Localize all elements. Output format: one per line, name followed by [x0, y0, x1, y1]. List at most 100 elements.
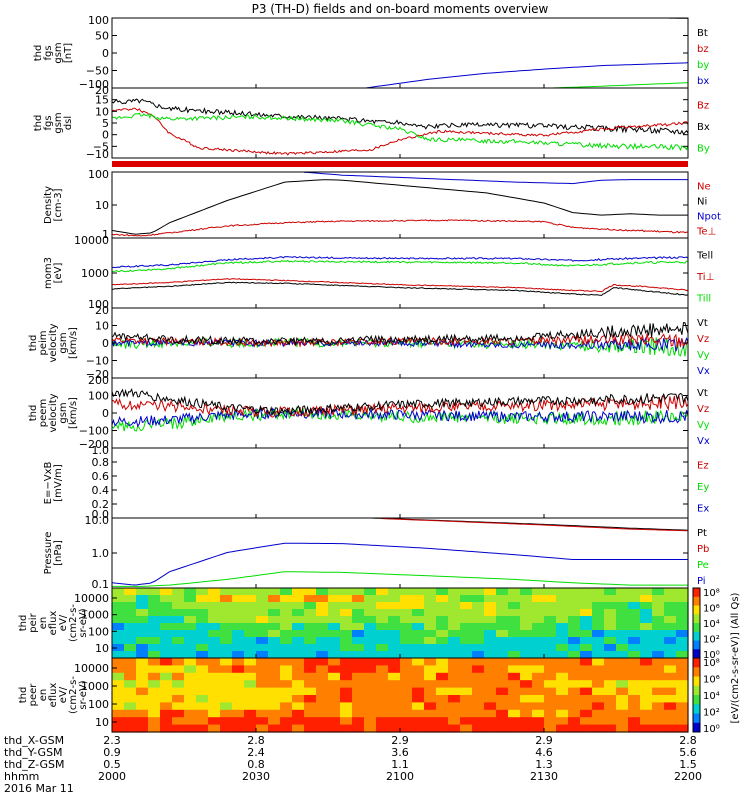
- spectrogram-cell: [316, 695, 329, 703]
- legend-Te⊥: Te⊥: [696, 227, 716, 238]
- spectrogram-cell: [232, 637, 245, 645]
- spectrogram-cell: [172, 602, 185, 610]
- spectrogram-cell: [472, 630, 485, 638]
- spectrogram-cell: [448, 665, 461, 674]
- spectrogram-cell: [148, 602, 161, 610]
- spectrogram-cell: [592, 717, 605, 726]
- spectrogram-cell: [568, 658, 581, 666]
- series-Vt: [111, 322, 689, 346]
- series-Vz: [111, 332, 689, 348]
- spectrogram-cell: [256, 616, 269, 624]
- spectrogram-cell: [664, 644, 677, 652]
- spectrogram-cell: [364, 630, 377, 638]
- spectrogram-cell: [196, 588, 209, 596]
- y-axis-label-line: Density: [43, 186, 54, 224]
- spectrogram-cell: [676, 616, 689, 624]
- spectrogram-cell: [364, 644, 377, 652]
- colorbar-tick-label: 10⁰: [703, 650, 720, 661]
- spectrogram-cell: [412, 709, 425, 718]
- spectrogram-cell: [376, 637, 389, 645]
- spectrogram-cell: [316, 609, 329, 617]
- spectrogram-cell: [172, 623, 185, 631]
- spectrogram-cell: [136, 680, 149, 689]
- y-axis-label-line: thd: [18, 687, 29, 704]
- y-tick-label: 0.2: [92, 498, 110, 511]
- x-row-label: thd_Y-GSM: [4, 746, 63, 759]
- spectrogram-cell: [160, 665, 173, 674]
- spectrogram-cell: [136, 687, 149, 696]
- spectrogram-cell: [328, 609, 341, 617]
- spectrogram-cell: [328, 717, 341, 726]
- spectrogram-cell: [532, 724, 545, 733]
- spectrogram-cell: [172, 665, 185, 674]
- spectrogram-cell: [532, 623, 545, 631]
- spectrogram-cell: [172, 595, 185, 603]
- spectrogram-cell: [556, 609, 569, 617]
- colorbar-cell: [693, 671, 700, 675]
- y-tick-label: 100: [88, 14, 109, 27]
- spectrogram-cell: [568, 623, 581, 631]
- spectrogram-cell: [232, 680, 245, 689]
- colorbar-cell: [693, 596, 700, 600]
- spectrogram-cell: [400, 702, 413, 711]
- spectrogram-cell: [604, 672, 617, 681]
- spectrogram-cell: [628, 595, 641, 603]
- spectrogram-cell: [604, 630, 617, 638]
- spectrogram-cell: [220, 651, 233, 659]
- spectrogram-cell: [520, 717, 533, 726]
- spectrogram-cell: [220, 658, 233, 666]
- spectrogram-cell: [148, 687, 161, 696]
- spectrogram-cell: [484, 651, 497, 659]
- spectrogram-cell: [544, 602, 557, 610]
- spectrogram-cell: [136, 609, 149, 617]
- spectrogram-cell: [520, 616, 533, 624]
- spectrogram-cell: [256, 651, 269, 659]
- spectrogram-cell: [328, 702, 341, 711]
- spectrogram-cell: [592, 658, 605, 666]
- colorbar-cell: [693, 633, 700, 637]
- spectrogram-cell: [568, 595, 581, 603]
- colorbar-cell: [693, 618, 700, 622]
- spectrogram-cell: [616, 630, 629, 638]
- spectrogram-cell: [640, 687, 653, 696]
- spectrogram-cell: [124, 665, 137, 674]
- spectrogram-cell: [316, 717, 329, 726]
- spectrogram-cell: [424, 630, 437, 638]
- panel-8: 10.0 1.0 0.1 Pt Pb Pe Pi Pressure[nPa]: [43, 514, 709, 591]
- spectrogram-cell: [508, 630, 521, 638]
- spectrogram-cell: [640, 609, 653, 617]
- colorbar-cell: [693, 711, 700, 714]
- spectrogram-cell: [592, 695, 605, 703]
- spectrogram-cell: [628, 687, 641, 696]
- spectrogram-cell: [520, 702, 533, 711]
- spectrogram-cell: [448, 672, 461, 681]
- y-axis-label-line: thd: [33, 45, 44, 62]
- spectrogram-cell: [496, 709, 509, 718]
- spectrogram-cell: [544, 644, 557, 652]
- spectrogram-cell: [304, 724, 317, 733]
- spectrogram-cell: [172, 680, 185, 689]
- y-axis-label-line: [mV/m]: [53, 464, 64, 502]
- spectrogram-cell: [340, 658, 353, 666]
- spectrogram-cell: [616, 695, 629, 703]
- spectrogram-cell: [328, 651, 341, 659]
- spectrogram-cell: [496, 630, 509, 638]
- spectrogram-cell: [388, 609, 401, 617]
- time-axis: thd_X-GSM 2.3 2.8 2.9 2.9 2.8 thd_Y-GSM 0.9 2.4 3…: [4, 734, 702, 795]
- spectrogram-cell: [160, 588, 173, 596]
- spectrogram-cell: [340, 672, 353, 681]
- spectrogram-cell: [568, 724, 581, 733]
- spectrogram-cell: [448, 623, 461, 631]
- y-tick-label: 10000: [74, 662, 109, 675]
- spectrogram-cell: [556, 630, 569, 638]
- spectrogram-cell: [496, 658, 509, 666]
- spectrogram-cell: [112, 702, 125, 711]
- spectrogram-cell: [556, 644, 569, 652]
- spectrogram-cell: [316, 637, 329, 645]
- spectrogram-cell: [496, 644, 509, 652]
- spectrogram-cell: [628, 630, 641, 638]
- spectrogram-cell: [496, 724, 509, 733]
- spectrogram-cell: [328, 680, 341, 689]
- spectrogram-cell: [460, 724, 473, 733]
- spectrogram-cell: [388, 709, 401, 718]
